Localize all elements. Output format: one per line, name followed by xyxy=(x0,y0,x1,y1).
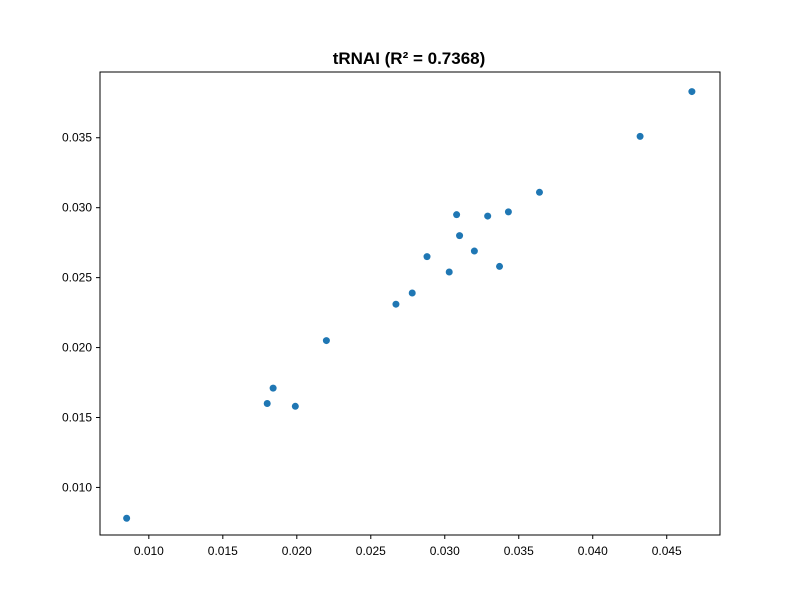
data-point xyxy=(484,212,492,220)
data-point xyxy=(423,253,431,261)
data-point xyxy=(453,211,461,219)
data-point xyxy=(392,300,400,308)
y-tick-label: 0.025 xyxy=(62,271,92,285)
data-point xyxy=(322,337,330,345)
x-tick-label: 0.035 xyxy=(504,544,534,558)
data-points xyxy=(123,88,696,522)
x-tick-label: 0.020 xyxy=(282,544,312,558)
y-tick-label: 0.010 xyxy=(62,480,92,494)
data-point xyxy=(123,514,131,522)
x-axis: 0.010 0.015 0.020 0.025 0.030 0.035 0.040 0.045 xyxy=(134,535,682,558)
x-tick-label: 0.025 xyxy=(356,544,386,558)
data-point xyxy=(408,289,416,297)
data-point xyxy=(263,400,271,408)
x-tick-label: 0.010 xyxy=(134,544,164,558)
y-tick-label: 0.035 xyxy=(62,131,92,145)
x-tick-label: 0.040 xyxy=(578,544,608,558)
data-point xyxy=(456,232,464,240)
x-tick-label: 0.030 xyxy=(430,544,460,558)
x-tick-label: 0.015 xyxy=(208,544,238,558)
x-tick-label: 0.045 xyxy=(652,544,682,558)
data-point xyxy=(269,384,277,392)
plot-area xyxy=(99,71,721,536)
data-point xyxy=(291,402,299,410)
data-point xyxy=(470,247,478,255)
chart-title: tRNAI (R² = 0.7368) xyxy=(333,49,486,68)
data-point xyxy=(535,188,543,196)
y-axis: 0.010 0.015 0.020 0.025 0.030 0.035 xyxy=(62,131,100,494)
data-point xyxy=(688,88,696,96)
y-tick-label: 0.020 xyxy=(62,341,92,355)
y-tick-label: 0.030 xyxy=(62,201,92,215)
data-point xyxy=(496,262,504,270)
data-point xyxy=(636,132,644,140)
data-point xyxy=(445,268,453,276)
y-tick-label: 0.015 xyxy=(62,411,92,425)
data-point xyxy=(504,208,512,216)
